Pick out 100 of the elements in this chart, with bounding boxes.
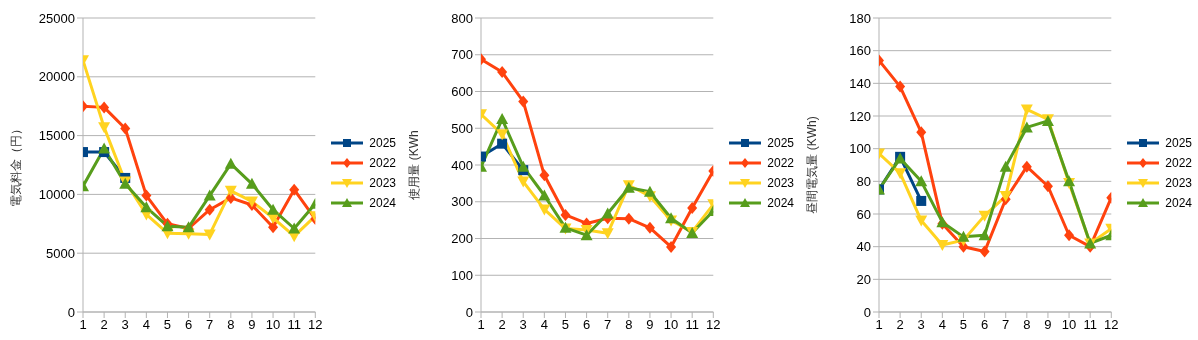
y-tick-label: 300 [451,194,473,210]
x-tick-label: 6 [582,317,591,333]
x-tick-label: 4 [142,317,150,333]
y-tick-label: 200 [451,231,473,247]
legend-label: 2023 [1165,176,1192,190]
legend-label: 2025 [369,136,396,150]
point [643,185,656,197]
point [1020,121,1033,133]
x-tick-label: 6 [184,317,193,333]
x-tick-label: 9 [646,317,654,333]
x-tick-label: 8 [227,317,235,333]
x-tick-label: 5 [561,317,570,333]
x-tick-label: 3 [121,317,129,333]
y-tick-label: 0 [465,304,473,320]
point [916,195,927,206]
point [141,189,152,202]
y-tick-label: 0 [863,304,871,320]
y-tick-label: 0 [67,304,75,320]
y-axis-title: 電気料金（円） [9,123,24,207]
y-tick-label: 700 [451,47,473,63]
point [644,221,655,234]
legend-label: 2025 [1165,136,1192,150]
x-tick-label: 6 [980,317,989,333]
point [224,185,237,197]
x-tick-label: 3 [917,317,925,333]
y-tick-label: 100 [849,141,871,157]
y-tick-label: 20000 [38,69,75,85]
x-tick-label: 5 [959,317,968,333]
point [496,113,509,125]
y-tick-label: 100 [451,267,473,283]
point [203,189,216,201]
point [601,207,614,219]
point [497,138,508,149]
y-tick-label: 160 [849,43,871,59]
point [288,222,301,234]
point [915,215,928,227]
legend-label: 2025 [767,136,794,150]
x-tick-label: 2 [896,317,904,333]
y-axis-title: 使用量 (KWh [407,130,422,200]
y-tick-label: 800 [451,10,473,26]
y-tick-label: 600 [451,84,473,100]
point [978,229,991,241]
point [267,203,280,215]
y-tick-label: 40 [856,239,871,255]
point [978,210,991,222]
point [895,80,906,93]
point [245,177,258,189]
y-tick-label: 400 [451,157,473,173]
point [894,168,907,180]
point [999,160,1012,172]
legend-label: 2022 [1165,156,1192,170]
x-tick-label: 1 [875,317,883,333]
legend-label: 2022 [369,156,396,170]
x-tick-label: 12 [706,317,721,333]
point [687,202,698,214]
point [1064,229,1075,242]
y-tick-label: 180 [849,10,871,26]
point [517,160,530,172]
y-tick-label: 25000 [38,10,75,26]
x-tick-label: 8 [1023,317,1031,333]
point [497,66,508,79]
x-tick-label: 9 [1044,317,1052,333]
point [204,203,215,216]
point [916,126,927,139]
point [98,122,111,134]
x-tick-label: 7 [206,317,214,333]
point [98,142,111,154]
legend-label: 2024 [767,196,794,210]
x-tick-label: 12 [1104,317,1119,333]
x-tick-label: 12 [308,317,323,333]
legend-label: 2022 [767,156,794,170]
x-tick-label: 1 [79,317,87,333]
legend-label: 2024 [369,196,396,210]
x-tick-label: 7 [604,317,612,333]
point [140,201,153,213]
x-tick-label: 4 [938,317,946,333]
point [1020,104,1033,116]
x-tick-label: 10 [1061,317,1077,333]
point [120,122,131,135]
point [623,212,634,225]
point [518,95,529,108]
x-tick-label: 5 [163,317,172,333]
point [666,240,677,253]
x-tick-label: 9 [248,317,256,333]
point [224,157,237,169]
point [560,208,571,221]
x-tick-label: 10 [663,317,679,333]
x-tick-label: 4 [540,317,548,333]
x-tick-label: 7 [1002,317,1010,333]
x-tick-label: 2 [498,317,506,333]
y-tick-label: 120 [849,108,871,124]
point [936,240,949,252]
point [268,221,279,234]
point [538,204,551,216]
y-tick-label: 10000 [38,187,75,203]
x-tick-label: 2 [100,317,108,333]
y-tick-label: 15000 [38,128,75,144]
legend-label: 2024 [1165,196,1192,210]
y-tick-label: 500 [451,120,473,136]
x-tick-label: 8 [625,317,633,333]
